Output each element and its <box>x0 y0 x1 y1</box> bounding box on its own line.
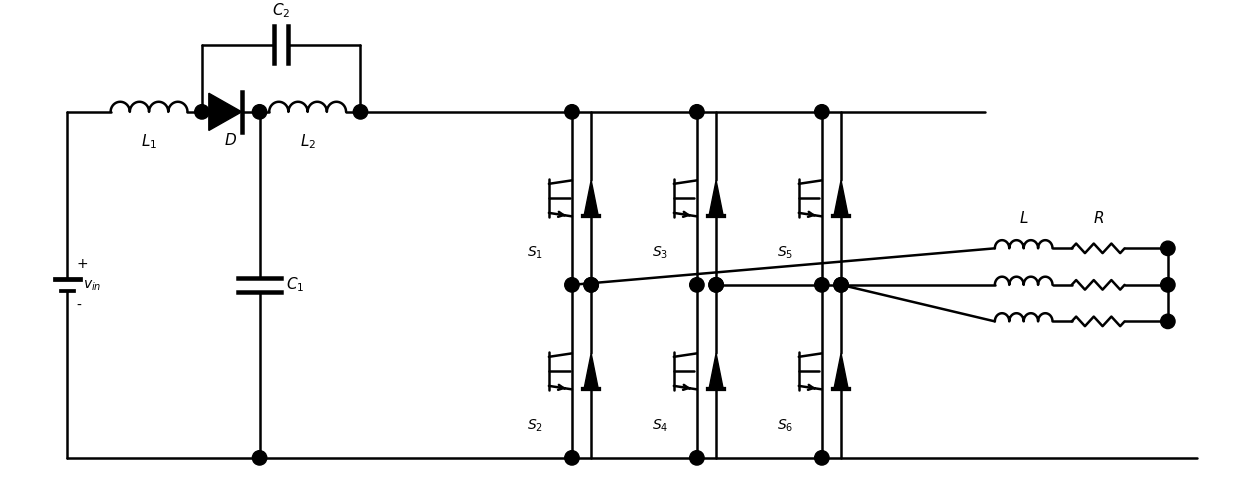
Circle shape <box>253 451 267 465</box>
Text: -: - <box>76 299 81 313</box>
Polygon shape <box>709 180 723 216</box>
Circle shape <box>564 105 579 119</box>
Text: $S_5$: $S_5$ <box>777 245 794 261</box>
Text: $C_2$: $C_2$ <box>272 1 290 19</box>
Text: $C_1$: $C_1$ <box>285 275 304 294</box>
Circle shape <box>815 451 830 465</box>
Circle shape <box>253 105 267 119</box>
Circle shape <box>815 278 830 292</box>
Circle shape <box>833 278 848 292</box>
Text: $S_6$: $S_6$ <box>777 417 794 434</box>
Polygon shape <box>833 353 848 389</box>
Text: +: + <box>76 257 88 271</box>
Text: $S_1$: $S_1$ <box>527 245 543 261</box>
Circle shape <box>1161 278 1176 292</box>
Circle shape <box>1161 241 1176 255</box>
Text: $S_4$: $S_4$ <box>652 417 668 434</box>
Circle shape <box>815 105 830 119</box>
Polygon shape <box>833 180 848 216</box>
Circle shape <box>709 278 723 292</box>
Circle shape <box>833 278 848 292</box>
Circle shape <box>564 278 579 292</box>
Text: $S_3$: $S_3$ <box>652 245 668 261</box>
Text: $S_2$: $S_2$ <box>527 417 543 434</box>
Text: $D$: $D$ <box>224 132 237 148</box>
Circle shape <box>689 105 704 119</box>
Text: $R$: $R$ <box>1092 210 1104 226</box>
Circle shape <box>584 278 599 292</box>
Text: $L_2$: $L_2$ <box>300 132 316 151</box>
Circle shape <box>584 278 599 292</box>
Circle shape <box>353 105 368 119</box>
Circle shape <box>564 451 579 465</box>
Circle shape <box>689 278 704 292</box>
Circle shape <box>1161 314 1176 329</box>
Circle shape <box>689 451 704 465</box>
Text: $L$: $L$ <box>1019 210 1028 226</box>
Circle shape <box>709 278 723 292</box>
Text: $L_1$: $L_1$ <box>141 132 157 151</box>
Polygon shape <box>584 180 599 216</box>
Polygon shape <box>584 353 599 389</box>
Text: $v_{in}$: $v_{in}$ <box>83 279 102 293</box>
Polygon shape <box>208 93 242 131</box>
Circle shape <box>195 105 210 119</box>
Polygon shape <box>709 353 723 389</box>
